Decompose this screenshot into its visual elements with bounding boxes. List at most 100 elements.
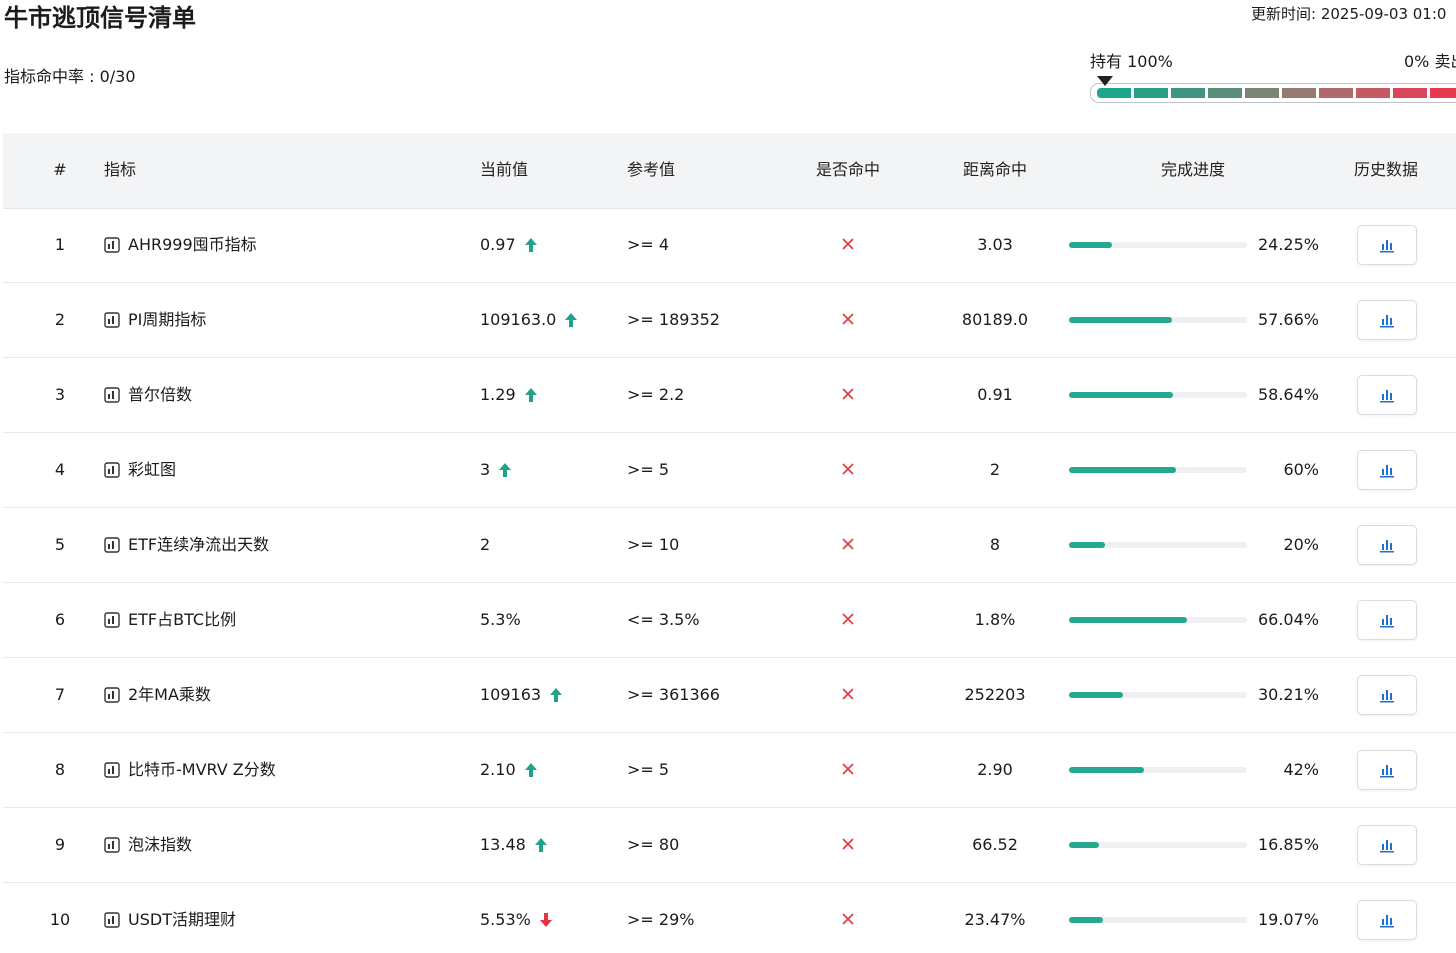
hit-status-icon xyxy=(841,386,855,400)
indicator-name: AHR999囤币指标 xyxy=(128,235,257,254)
indicator-icon xyxy=(104,312,120,328)
indicator-icon xyxy=(104,537,120,553)
progress-bar xyxy=(1069,542,1105,548)
history-button[interactable] xyxy=(1357,300,1417,340)
row xyxy=(3,658,1456,733)
indicator-icon xyxy=(104,687,120,703)
reference-value: >= 80 xyxy=(627,835,680,854)
row-index: 6 xyxy=(54,610,66,629)
column-header: 完成进度 xyxy=(1160,160,1225,179)
progress-label: 30.21% xyxy=(1257,685,1319,704)
history-button[interactable] xyxy=(1357,375,1417,415)
reference-value: >= 189352 xyxy=(627,310,720,329)
indicator-name: 彩虹图 xyxy=(128,460,177,479)
chart-icon xyxy=(1379,837,1395,857)
gauge-left-label: 持有 100% xyxy=(1090,52,1173,71)
row-index: 8 xyxy=(54,760,66,779)
progress-track xyxy=(1069,842,1247,848)
gauge-right-label: 0% 卖出 xyxy=(1404,52,1456,71)
current-value: 109163 xyxy=(480,685,542,704)
row xyxy=(3,283,1456,358)
hit-status-icon xyxy=(841,836,855,850)
progress-label: 42% xyxy=(1283,760,1319,779)
current-value: 109163.0 xyxy=(480,310,557,329)
progress-bar xyxy=(1069,617,1187,623)
history-button[interactable] xyxy=(1357,225,1417,265)
history-button[interactable] xyxy=(1357,900,1417,940)
reference-value: <= 3.5% xyxy=(627,610,700,629)
current-value: 3 xyxy=(480,460,491,479)
history-button[interactable] xyxy=(1357,675,1417,715)
row-index: 3 xyxy=(54,385,66,404)
gauge-marker xyxy=(1097,76,1113,86)
indicator-name: 2年MA乘数 xyxy=(128,685,211,704)
gauge-segment xyxy=(1134,88,1168,98)
column-header: 距离命中 xyxy=(962,160,1027,179)
row-index: 10 xyxy=(49,910,71,929)
current-value: 2 xyxy=(480,535,491,554)
update-time: 更新时间: 2025-09-03 01:0 xyxy=(1251,5,1447,23)
chart-icon xyxy=(1379,537,1395,557)
indicator-icon xyxy=(104,837,120,853)
column-header: 指标 xyxy=(104,160,137,179)
row-index: 7 xyxy=(54,685,66,704)
hit-rate: 指标命中率 : 0/30 xyxy=(4,67,136,86)
history-button[interactable] xyxy=(1357,450,1417,490)
current-value: 5.53% xyxy=(480,910,531,929)
progress-track xyxy=(1069,917,1247,923)
distance-value: 66.52 xyxy=(972,835,1018,854)
chart-icon xyxy=(1379,687,1395,707)
gauge-segment xyxy=(1097,88,1131,98)
progress-label: 16.85% xyxy=(1257,835,1319,854)
reference-value: >= 5 xyxy=(627,760,670,779)
progress-bar xyxy=(1069,767,1144,773)
progress-bar xyxy=(1069,242,1113,248)
row-index: 5 xyxy=(54,535,66,554)
gauge-segment xyxy=(1171,88,1205,98)
row xyxy=(3,583,1456,658)
chart-icon xyxy=(1379,762,1395,782)
trend-up-icon xyxy=(549,687,563,703)
progress-bar xyxy=(1069,467,1176,473)
progress-bar xyxy=(1069,692,1123,698)
column-header: 历史数据 xyxy=(1353,160,1418,179)
chart-icon xyxy=(1379,237,1395,257)
indicator-name: ETF连续净流出天数 xyxy=(128,535,270,554)
gauge-segment xyxy=(1393,88,1427,98)
row-index: 9 xyxy=(54,835,66,854)
current-value: 13.48 xyxy=(480,835,526,854)
reference-value: >= 10 xyxy=(627,535,680,554)
row-index: 2 xyxy=(54,310,66,329)
gauge-track xyxy=(1090,83,1456,103)
current-value: 0.97 xyxy=(480,235,516,254)
history-button[interactable] xyxy=(1357,750,1417,790)
hit-status-icon xyxy=(841,236,855,250)
gauge-segment xyxy=(1282,88,1316,98)
trend-down-icon xyxy=(539,912,553,928)
distance-value: 252203 xyxy=(964,685,1026,704)
indicator-icon xyxy=(104,912,120,928)
indicator-icon xyxy=(104,612,120,628)
progress-bar xyxy=(1069,842,1099,848)
hit-status-icon xyxy=(841,311,855,325)
chart-icon xyxy=(1379,462,1395,482)
hit-status-icon xyxy=(841,536,855,550)
distance-value: 3.03 xyxy=(977,235,1013,254)
history-button[interactable] xyxy=(1357,525,1417,565)
trend-up-icon xyxy=(564,312,578,328)
column-header: 是否命中 xyxy=(815,160,880,179)
trend-up-icon xyxy=(498,462,512,478)
row xyxy=(3,733,1456,808)
row xyxy=(3,208,1456,283)
history-button[interactable] xyxy=(1357,825,1417,865)
indicator-name: 泡沫指数 xyxy=(128,835,193,854)
progress-bar xyxy=(1069,317,1172,323)
current-value: 5.3% xyxy=(480,610,521,629)
history-button[interactable] xyxy=(1357,600,1417,640)
row xyxy=(3,433,1456,508)
table-header xyxy=(3,133,1456,209)
progress-label: 58.64% xyxy=(1257,385,1319,404)
indicator-name: USDT活期理财 xyxy=(128,910,236,929)
reference-value: >= 2.2 xyxy=(627,385,685,404)
distance-value: 8 xyxy=(989,535,1001,554)
